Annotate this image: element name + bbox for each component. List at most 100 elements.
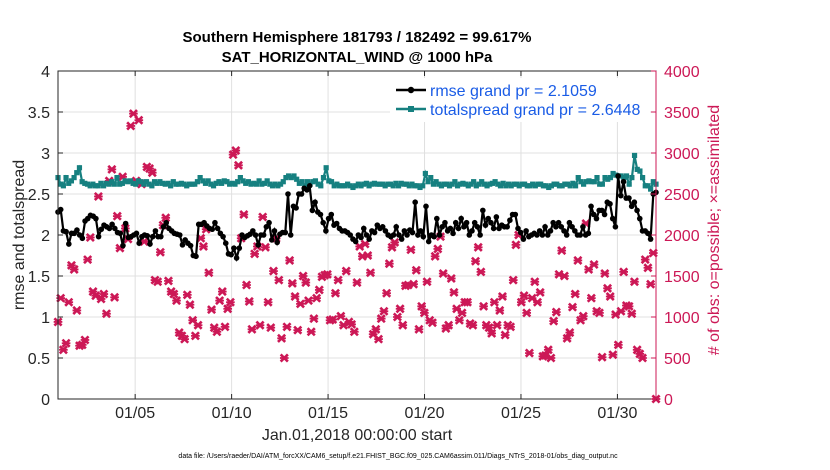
obs-point xyxy=(532,297,542,307)
spread-point xyxy=(133,181,139,187)
rmse-point xyxy=(636,215,643,222)
rmse-point xyxy=(458,215,464,222)
rmse-point xyxy=(63,228,69,235)
spread-point xyxy=(449,181,455,187)
rmse-point xyxy=(620,178,627,185)
spread-point xyxy=(181,181,187,187)
spread-point xyxy=(213,180,219,186)
rmse-point xyxy=(452,219,459,226)
obs-point xyxy=(225,297,235,307)
obs-point xyxy=(322,269,332,279)
spread-point xyxy=(422,170,428,177)
spread-point xyxy=(87,183,93,189)
rmse-point xyxy=(79,235,86,242)
spread-point xyxy=(460,180,466,186)
y-axis-right-label: # of obs: o=possible; ×=assimilated xyxy=(706,105,723,355)
rmse-point xyxy=(320,219,326,226)
obs-point xyxy=(268,266,279,276)
spread-point xyxy=(369,181,375,187)
spread-point xyxy=(232,181,238,187)
legend-box xyxy=(390,78,650,122)
rmse-point xyxy=(271,228,278,234)
rmse-point xyxy=(628,203,635,210)
spread-point xyxy=(492,179,498,185)
rmse-point xyxy=(74,227,80,233)
spread-point xyxy=(165,180,171,186)
obs-point xyxy=(565,328,575,338)
spread-point xyxy=(237,175,243,181)
obs-point xyxy=(112,211,122,221)
spread-point xyxy=(366,183,372,189)
rmse-point xyxy=(133,230,140,237)
spread-point xyxy=(650,179,656,185)
rmse-point xyxy=(309,207,316,214)
chart-title-line2: SAT_HORIZONTAL_WIND @ 1000 hPa xyxy=(222,49,493,66)
obs-point xyxy=(597,352,607,362)
spread-point xyxy=(66,180,72,186)
spread-point xyxy=(642,183,648,189)
spread-point xyxy=(71,175,77,181)
spread-point xyxy=(538,181,544,187)
spread-point xyxy=(481,181,487,187)
obs-point xyxy=(506,322,516,332)
rmse-point xyxy=(144,233,151,239)
spread-point xyxy=(382,183,388,189)
rmse-point xyxy=(436,232,443,238)
obs-point xyxy=(497,291,507,302)
rmse-point xyxy=(544,232,551,238)
spread-point xyxy=(318,183,324,189)
rmse-point xyxy=(420,233,427,240)
rmse-point xyxy=(122,220,129,227)
rmse-point xyxy=(409,229,416,236)
rmse-point xyxy=(417,228,424,234)
rmse-point xyxy=(360,225,367,232)
obs-point xyxy=(376,314,386,324)
rmse-point xyxy=(482,222,489,228)
obs-point xyxy=(72,305,82,315)
spread-point xyxy=(272,181,278,187)
obs-point xyxy=(382,288,392,298)
rmse-point xyxy=(471,219,478,226)
obs-point xyxy=(126,121,136,131)
spread-point xyxy=(197,175,203,181)
spread-point xyxy=(361,181,367,187)
obs-point xyxy=(239,209,249,220)
y-left-tick-label: 0.5 xyxy=(28,351,50,368)
obs-point xyxy=(454,315,464,325)
spread-point xyxy=(170,179,176,185)
obs-point xyxy=(161,213,171,223)
spread-point xyxy=(68,178,75,184)
rmse-point xyxy=(515,225,521,232)
rmse-point xyxy=(390,232,397,238)
obs-point xyxy=(640,255,650,265)
spread-point xyxy=(216,179,222,185)
rmse-point xyxy=(366,236,372,242)
obs-point xyxy=(398,320,408,330)
y-right-tick-label: 1000 xyxy=(664,310,700,327)
spread-point xyxy=(119,180,125,186)
spread-point xyxy=(184,183,190,189)
x-tick-label: 01/25 xyxy=(501,405,541,422)
spread-point xyxy=(572,183,579,189)
spread-point xyxy=(468,181,474,187)
obs-point xyxy=(330,288,340,298)
obs-point xyxy=(198,241,208,251)
spread-point xyxy=(95,183,101,189)
obs-point xyxy=(449,287,459,297)
spread-point xyxy=(621,175,627,181)
rmse-point xyxy=(293,205,299,211)
obs-point xyxy=(328,314,338,324)
spread-point xyxy=(326,178,332,184)
obs-point xyxy=(341,266,351,276)
obs-point xyxy=(207,305,217,315)
rmse-point xyxy=(412,199,418,205)
spread-point xyxy=(457,181,463,187)
obs-point xyxy=(306,327,316,337)
rmse-point xyxy=(120,242,126,249)
rmse-point xyxy=(358,234,364,241)
spread-point xyxy=(495,181,501,187)
spread-point xyxy=(143,179,150,185)
spread-point xyxy=(240,178,246,184)
obs-point xyxy=(500,330,510,340)
rmse-point xyxy=(569,224,575,230)
